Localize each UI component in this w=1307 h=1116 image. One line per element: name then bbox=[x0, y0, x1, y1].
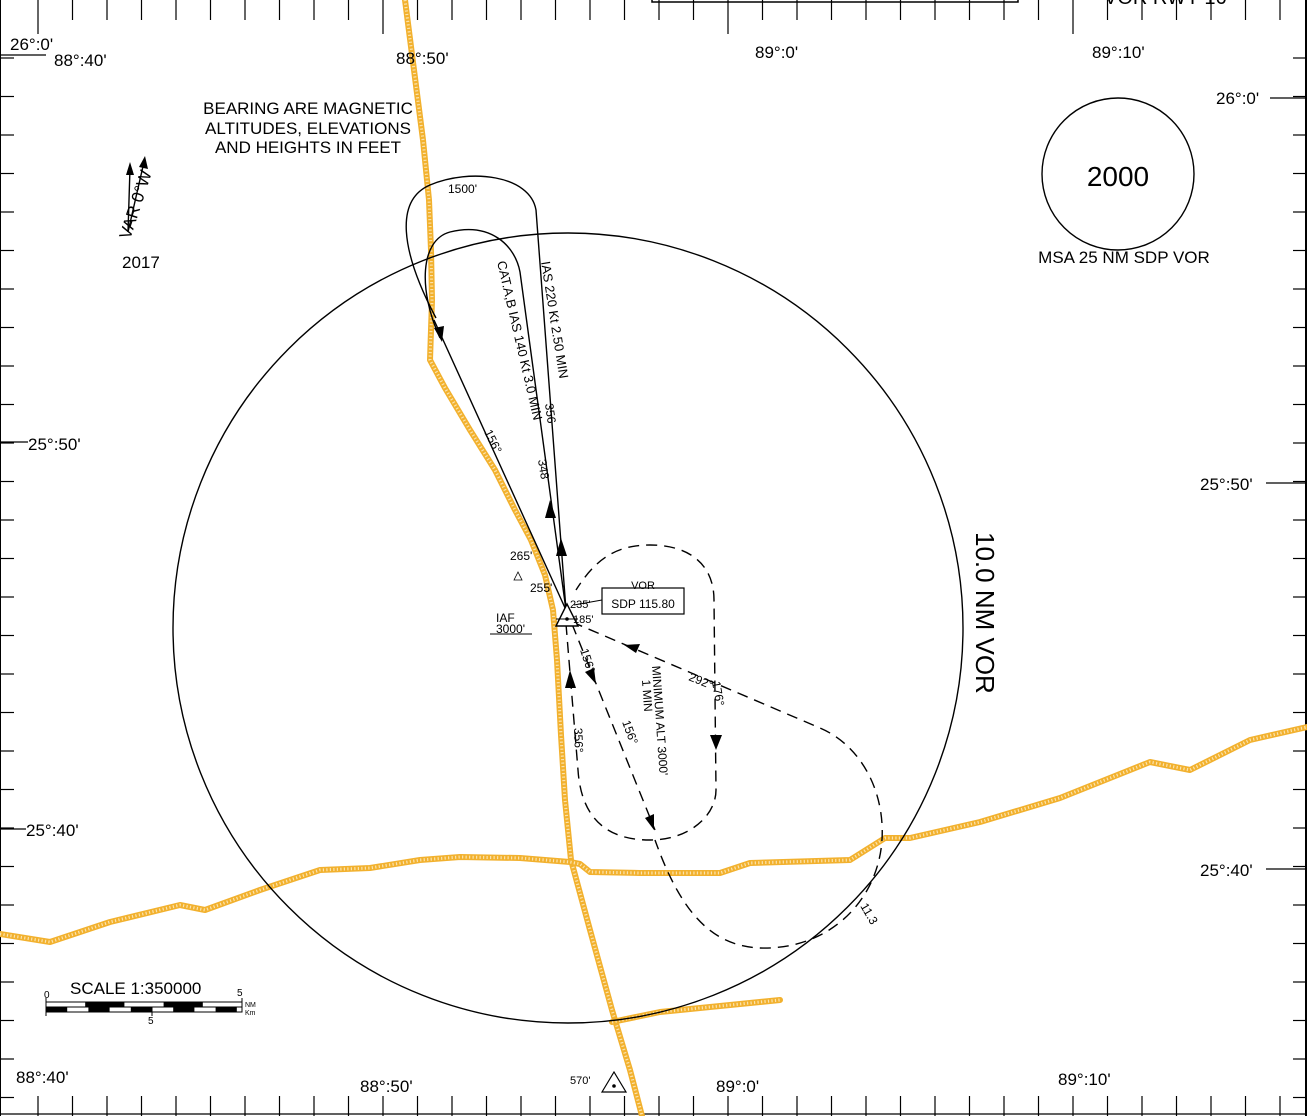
iaf-fix: IAF 3000' bbox=[490, 611, 532, 636]
lon-bottom-1: 88°:40' bbox=[16, 1068, 69, 1087]
hold-dist: 11.3 bbox=[857, 901, 881, 928]
hold-min-time: 1 MIN bbox=[639, 679, 655, 712]
vor-ident: SDP 115.80 bbox=[611, 597, 675, 611]
msa-diagram: 2000 MSA 25 NM SDP VOR bbox=[1038, 97, 1210, 267]
outbound-alt: 1500' bbox=[448, 182, 477, 196]
hold-156b: 156° bbox=[619, 718, 641, 746]
leg-cat-ab: CAT.A,B IAS 140 Kt 3.0 MIN bbox=[494, 259, 545, 421]
obstacle-570: 570' bbox=[570, 1075, 590, 1087]
leg-ias220: IAS 220 Kt 2.50 MIN bbox=[538, 260, 571, 379]
msa-label: MSA 25 NM SDP VOR bbox=[1038, 248, 1210, 267]
hold-176: 176° bbox=[709, 680, 727, 707]
lat-left-1: 26°:0' bbox=[10, 35, 53, 54]
lon-top-1: 88°:40' bbox=[54, 51, 107, 70]
grid-labels: 88°:40' 88°:50' 89°:0' 89°:10' 88°:40' 8… bbox=[0, 35, 1307, 1096]
vor-elev-b: 185' bbox=[573, 614, 593, 626]
obstacle-icon bbox=[513, 571, 523, 581]
note-line3: AND HEIGHTS IN FEET bbox=[215, 138, 401, 157]
hold-156a: 156° bbox=[577, 647, 598, 675]
scale-five-nm: 5 bbox=[237, 988, 243, 999]
vor-triangle-icon bbox=[554, 602, 580, 627]
lon-top-2: 88°:50' bbox=[396, 49, 449, 68]
lat-left-3: 25°:40' bbox=[26, 821, 79, 840]
variation-year: 2017 bbox=[122, 253, 160, 272]
lon-top-3: 89°:0' bbox=[755, 43, 798, 62]
scale-label: SCALE 1:350000 bbox=[70, 979, 201, 998]
lat-left-2: 25°:50' bbox=[28, 435, 81, 454]
outer-procedure-turn bbox=[405, 175, 567, 611]
leg-348: 348 bbox=[535, 458, 552, 480]
chart-notes: BEARING ARE MAGNETIC ALTITUDES, ELEVATIO… bbox=[203, 99, 413, 157]
variation-label: VAR 0°W bbox=[116, 168, 156, 241]
hold-356: 356° bbox=[571, 728, 586, 753]
iaf-label: IAF bbox=[496, 611, 515, 625]
lat-right-3: 25°:40' bbox=[1200, 861, 1253, 880]
obstacle-265: 265' bbox=[510, 549, 532, 563]
ten-nm-ring bbox=[172, 232, 964, 1024]
header-title: VOR RWY 16 bbox=[1104, 0, 1227, 9]
scale-nm: NM bbox=[245, 1002, 256, 1009]
lat-right-2: 25°:50' bbox=[1200, 475, 1253, 494]
scale-five-km: 5 bbox=[148, 1016, 154, 1027]
scale-km: Km bbox=[245, 1010, 256, 1017]
leg-356: 356 bbox=[542, 402, 559, 424]
scale-zero: 0 bbox=[44, 990, 50, 1001]
lat-right-1: 26°:0' bbox=[1216, 89, 1259, 108]
note-line2: ALTITUDES, ELEVATIONS bbox=[205, 119, 411, 138]
vor-elev-a: 235' bbox=[570, 599, 590, 611]
iaf-alt: 3000' bbox=[496, 622, 525, 636]
note-line1: BEARING ARE MAGNETIC bbox=[203, 99, 413, 118]
lon-top-4: 89°:10' bbox=[1092, 43, 1145, 62]
lon-bottom-3: 89°:0' bbox=[716, 1077, 759, 1096]
obstacle-icon bbox=[600, 1070, 628, 1093]
lon-bottom-2: 88°:50' bbox=[360, 1077, 413, 1096]
msa-value: 2000 bbox=[1087, 161, 1149, 192]
inner-procedure-turn bbox=[424, 228, 567, 611]
north-arrow-icon bbox=[139, 156, 148, 169]
vor-station: VOR SDP 115.80 235' 185' bbox=[554, 580, 685, 627]
magnetic-variation: VAR 0°W 2017 bbox=[116, 156, 160, 272]
obstacle-255: 255' bbox=[530, 581, 552, 595]
ring-label: 10.0 NM VOR bbox=[970, 532, 1000, 694]
obstacles: 265' 255' 570' bbox=[510, 549, 628, 1093]
lon-bottom-4: 89°:10' bbox=[1058, 1070, 1111, 1089]
vor-type: VOR bbox=[631, 580, 655, 592]
scale-bar: SCALE 1:350000 0 5 5 NM Km bbox=[44, 979, 256, 1027]
header-partial: VOR RWY 16 bbox=[651, 0, 1227, 9]
